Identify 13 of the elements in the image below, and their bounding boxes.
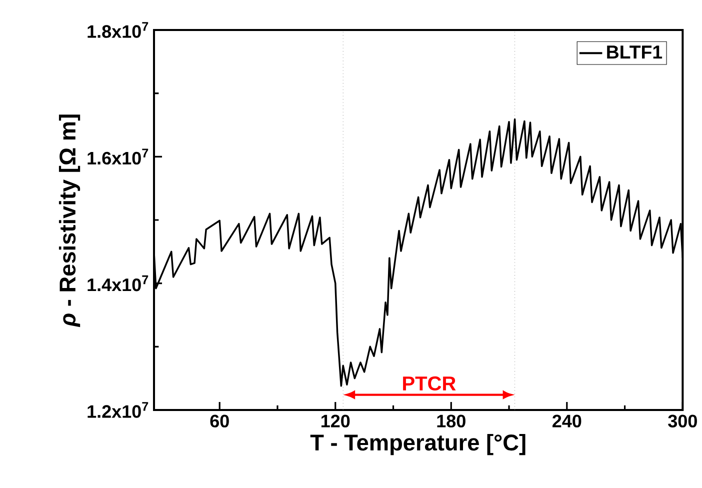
x-tick-label: 300 (668, 414, 697, 428)
y-tick-label: 1.6x10$^{7}$ (88, 148, 148, 165)
y-axis-title: ρ - Resistivity [Ω m] (58, 114, 80, 328)
y-tick-label: 1.4x10$^{7}$ (88, 275, 148, 292)
x-tick-label: 60 (210, 414, 229, 428)
x-tick-label: 180 (437, 414, 466, 428)
x-tick-label: 240 (552, 414, 582, 428)
annotation: PTCR (403, 376, 456, 391)
y-tick-label: 1.2x10$^{7}$ (88, 402, 148, 418)
x-axis-title: T - Temperature [°C] (310, 434, 526, 456)
y-tick-label: 1.8x10$^{7}$ (88, 22, 148, 38)
legend-label: BLTF1 (607, 46, 662, 59)
x-tick-label: 120 (321, 414, 350, 428)
